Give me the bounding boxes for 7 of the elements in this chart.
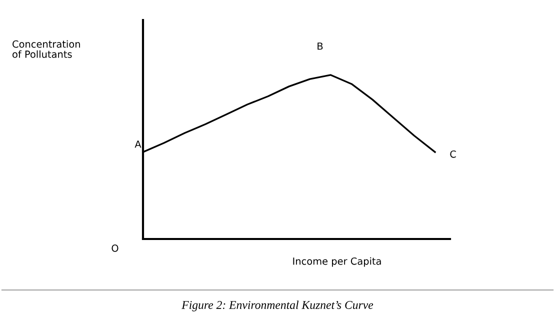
x-axis-title: Income per Capita [293, 257, 381, 267]
text: O [112, 244, 118, 252]
text: C [450, 150, 456, 158]
caption: Figure 2: Environmental Kuznet’s Curve [182, 300, 374, 312]
text: Concentration of Pollutants [12, 40, 80, 58]
text: A [134, 140, 142, 148]
text: B [318, 42, 323, 50]
